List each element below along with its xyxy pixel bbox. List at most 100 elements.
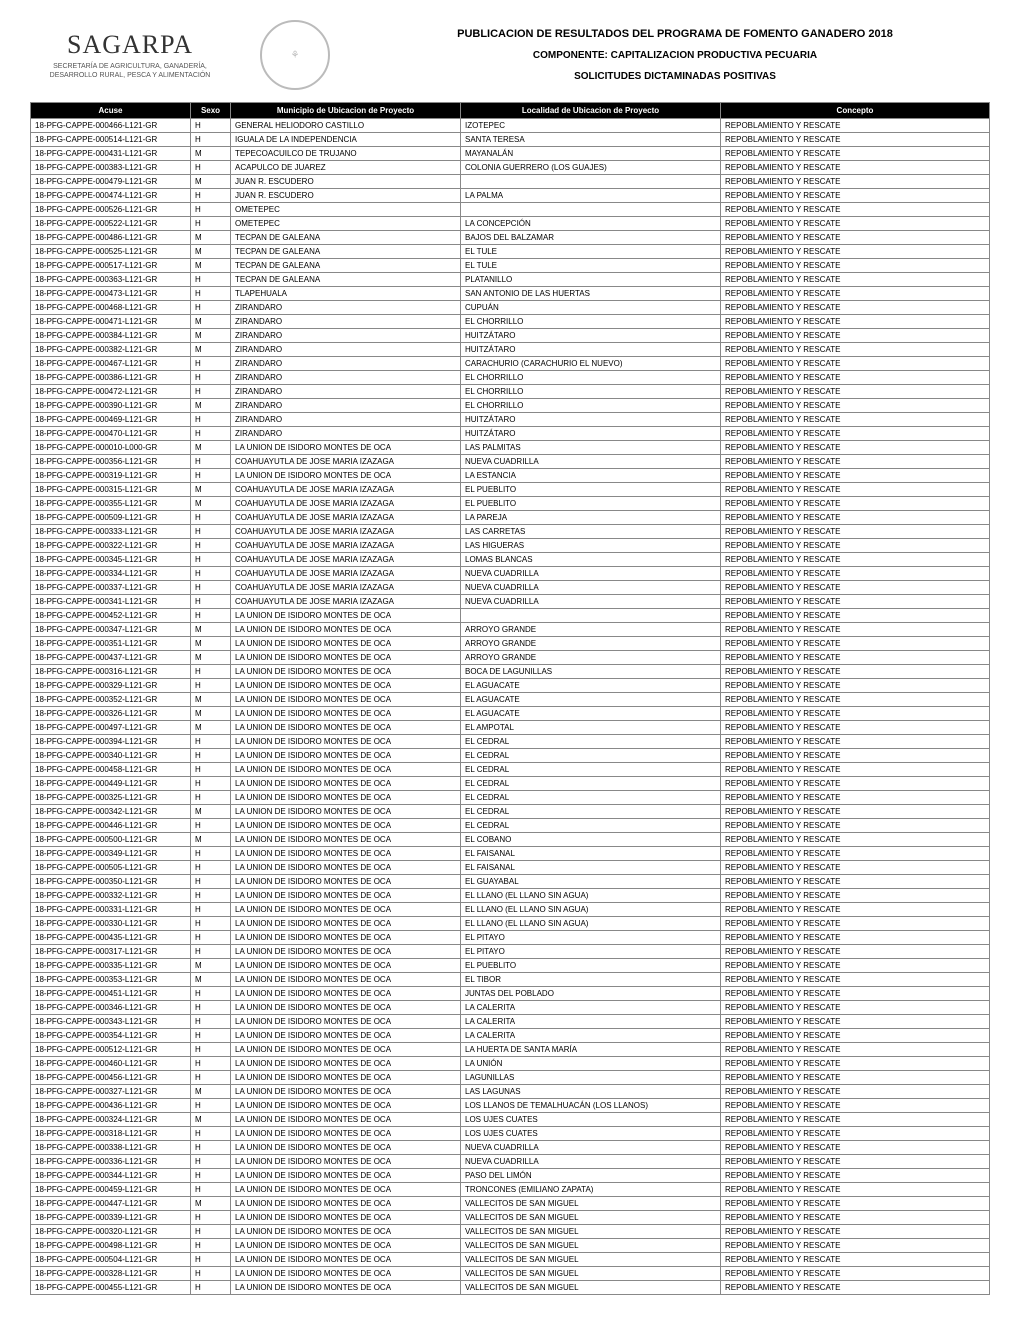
table-cell: REPOBLAMIENTO Y RESCATE bbox=[721, 119, 990, 133]
table-cell: LA UNION DE ISIDORO MONTES DE OCA bbox=[231, 1281, 461, 1295]
table-cell: REPOBLAMIENTO Y RESCATE bbox=[721, 343, 990, 357]
table-cell: 18-PFG-CAPPE-000449-L121-GR bbox=[31, 777, 191, 791]
table-cell: COAHUAYUTLA DE JOSE MARIA IZAZAGA bbox=[231, 455, 461, 469]
table-row: 18-PFG-CAPPE-000346-L121-GRHLA UNION DE … bbox=[31, 1001, 990, 1015]
table-row: 18-PFG-CAPPE-000384-L121-GRMZIRANDAROHUI… bbox=[31, 329, 990, 343]
table-row: 18-PFG-CAPPE-000327-L121-GRMLA UNION DE … bbox=[31, 1085, 990, 1099]
table-cell: CUPUÁN bbox=[461, 301, 721, 315]
table-cell: ZIRANDARO bbox=[231, 427, 461, 441]
table-cell: LA UNION DE ISIDORO MONTES DE OCA bbox=[231, 903, 461, 917]
table-cell: H bbox=[191, 1029, 231, 1043]
table-cell: EL GUAYABAL bbox=[461, 875, 721, 889]
table-cell: 18-PFG-CAPPE-000437-L121-GR bbox=[31, 651, 191, 665]
table-cell: REPOBLAMIENTO Y RESCATE bbox=[721, 455, 990, 469]
table-cell: JUAN R. ESCUDERO bbox=[231, 189, 461, 203]
table-cell: M bbox=[191, 399, 231, 413]
table-row: 18-PFG-CAPPE-000353-L121-GRMLA UNION DE … bbox=[31, 973, 990, 987]
table-cell: 18-PFG-CAPPE-000347-L121-GR bbox=[31, 623, 191, 637]
table-cell: REPOBLAMIENTO Y RESCATE bbox=[721, 161, 990, 175]
table-cell: M bbox=[191, 245, 231, 259]
table-cell: LA UNION DE ISIDORO MONTES DE OCA bbox=[231, 987, 461, 1001]
table-row: 18-PFG-CAPPE-000473-L121-GRHTLAPEHUALASA… bbox=[31, 287, 990, 301]
table-cell: H bbox=[191, 1253, 231, 1267]
table-cell: REPOBLAMIENTO Y RESCATE bbox=[721, 735, 990, 749]
table-cell: H bbox=[191, 679, 231, 693]
table-cell: ARROYO GRANDE bbox=[461, 637, 721, 651]
table-cell: LA UNION DE ISIDORO MONTES DE OCA bbox=[231, 763, 461, 777]
table-cell: 18-PFG-CAPPE-000456-L121-GR bbox=[31, 1071, 191, 1085]
table-cell: 18-PFG-CAPPE-000342-L121-GR bbox=[31, 805, 191, 819]
table-cell: SAN ANTONIO DE LAS HUERTAS bbox=[461, 287, 721, 301]
table-cell: REPOBLAMIENTO Y RESCATE bbox=[721, 483, 990, 497]
table-cell: COAHUAYUTLA DE JOSE MARIA IZAZAGA bbox=[231, 497, 461, 511]
table-cell: EL CEDRAL bbox=[461, 805, 721, 819]
page-header: SAGARPA SECRETARÍA DE AGRICULTURA, GANAD… bbox=[30, 20, 990, 90]
table-cell: H bbox=[191, 427, 231, 441]
table-cell: LA UNION DE ISIDORO MONTES DE OCA bbox=[231, 1197, 461, 1211]
table-row: 18-PFG-CAPPE-000452-L121-GRHLA UNION DE … bbox=[31, 609, 990, 623]
table-cell: EL COBANO bbox=[461, 833, 721, 847]
table-cell: LA CALERITA bbox=[461, 1015, 721, 1029]
table-cell: H bbox=[191, 203, 231, 217]
table-cell: EL CHORRILLO bbox=[461, 385, 721, 399]
table-cell: REPOBLAMIENTO Y RESCATE bbox=[721, 875, 990, 889]
table-cell: REPOBLAMIENTO Y RESCATE bbox=[721, 147, 990, 161]
table-cell: GENERAL HELIODORO CASTILLO bbox=[231, 119, 461, 133]
table-cell: EL AGUACATE bbox=[461, 679, 721, 693]
table-row: 18-PFG-CAPPE-000436-L121-GRHLA UNION DE … bbox=[31, 1099, 990, 1113]
table-cell: LA UNION DE ISIDORO MONTES DE OCA bbox=[231, 707, 461, 721]
table-cell: COAHUAYUTLA DE JOSE MARIA IZAZAGA bbox=[231, 511, 461, 525]
table-cell: LA UNION DE ISIDORO MONTES DE OCA bbox=[231, 861, 461, 875]
table-cell: 18-PFG-CAPPE-000500-L121-GR bbox=[31, 833, 191, 847]
table-cell: REPOBLAMIENTO Y RESCATE bbox=[721, 679, 990, 693]
table-cell: 18-PFG-CAPPE-000525-L121-GR bbox=[31, 245, 191, 259]
table-cell: LA UNION DE ISIDORO MONTES DE OCA bbox=[231, 1239, 461, 1253]
table-cell: LA UNION DE ISIDORO MONTES DE OCA bbox=[231, 889, 461, 903]
table-row: 18-PFG-CAPPE-000446-L121-GRHLA UNION DE … bbox=[31, 819, 990, 833]
table-cell: LA UNION DE ISIDORO MONTES DE OCA bbox=[231, 679, 461, 693]
table-row: 18-PFG-CAPPE-000333-L121-GRHCOAHUAYUTLA … bbox=[31, 525, 990, 539]
table-cell: H bbox=[191, 1057, 231, 1071]
table-cell: ARROYO GRANDE bbox=[461, 623, 721, 637]
table-cell: LA UNION DE ISIDORO MONTES DE OCA bbox=[231, 735, 461, 749]
table-cell: 18-PFG-CAPPE-000472-L121-GR bbox=[31, 385, 191, 399]
table-cell: PASO DEL LIMÓN bbox=[461, 1169, 721, 1183]
table-cell: LA UNION DE ISIDORO MONTES DE OCA bbox=[231, 945, 461, 959]
table-cell: EL CEDRAL bbox=[461, 777, 721, 791]
table-cell: REPOBLAMIENTO Y RESCATE bbox=[721, 133, 990, 147]
table-cell: 18-PFG-CAPPE-000517-L121-GR bbox=[31, 259, 191, 273]
table-cell: H bbox=[191, 413, 231, 427]
table-cell: H bbox=[191, 1127, 231, 1141]
table-cell: H bbox=[191, 511, 231, 525]
table-cell: IGUALA DE LA INDEPENDENCIA bbox=[231, 133, 461, 147]
table-cell: NUEVA CUADRILLA bbox=[461, 1141, 721, 1155]
table-cell: 18-PFG-CAPPE-000455-L121-GR bbox=[31, 1281, 191, 1295]
table-cell: COAHUAYUTLA DE JOSE MARIA IZAZAGA bbox=[231, 567, 461, 581]
table-cell: H bbox=[191, 119, 231, 133]
table-cell: HUITZÁTARO bbox=[461, 427, 721, 441]
table-cell: 18-PFG-CAPPE-000326-L121-GR bbox=[31, 707, 191, 721]
table-cell: NUEVA CUADRILLA bbox=[461, 595, 721, 609]
table-row: 18-PFG-CAPPE-000460-L121-GRHLA UNION DE … bbox=[31, 1057, 990, 1071]
table-cell: REPOBLAMIENTO Y RESCATE bbox=[721, 721, 990, 735]
table-row: 18-PFG-CAPPE-000466-L121-GRHGENERAL HELI… bbox=[31, 119, 990, 133]
table-row: 18-PFG-CAPPE-000328-L121-GRHLA UNION DE … bbox=[31, 1267, 990, 1281]
table-row: 18-PFG-CAPPE-000345-L121-GRHCOAHUAYUTLA … bbox=[31, 553, 990, 567]
table-cell: 18-PFG-CAPPE-000383-L121-GR bbox=[31, 161, 191, 175]
table-cell: REPOBLAMIENTO Y RESCATE bbox=[721, 707, 990, 721]
table-cell: REPOBLAMIENTO Y RESCATE bbox=[721, 1197, 990, 1211]
table-cell: LA UNION DE ISIDORO MONTES DE OCA bbox=[231, 1057, 461, 1071]
table-cell: 18-PFG-CAPPE-000350-L121-GR bbox=[31, 875, 191, 889]
table-cell: REPOBLAMIENTO Y RESCATE bbox=[721, 1113, 990, 1127]
table-cell: LAGUNILLAS bbox=[461, 1071, 721, 1085]
table-row: 18-PFG-CAPPE-000467-L121-GRHZIRANDAROCAR… bbox=[31, 357, 990, 371]
table-cell: 18-PFG-CAPPE-000504-L121-GR bbox=[31, 1253, 191, 1267]
table-row: 18-PFG-CAPPE-000347-L121-GRMLA UNION DE … bbox=[31, 623, 990, 637]
table-cell: LA UNION DE ISIDORO MONTES DE OCA bbox=[231, 819, 461, 833]
table-cell: REPOBLAMIENTO Y RESCATE bbox=[721, 217, 990, 231]
table-cell: M bbox=[191, 651, 231, 665]
table-cell: H bbox=[191, 931, 231, 945]
table-cell: H bbox=[191, 903, 231, 917]
table-cell: REPOBLAMIENTO Y RESCATE bbox=[721, 385, 990, 399]
table-cell: VALLECITOS DE SAN MIGUEL bbox=[461, 1267, 721, 1281]
